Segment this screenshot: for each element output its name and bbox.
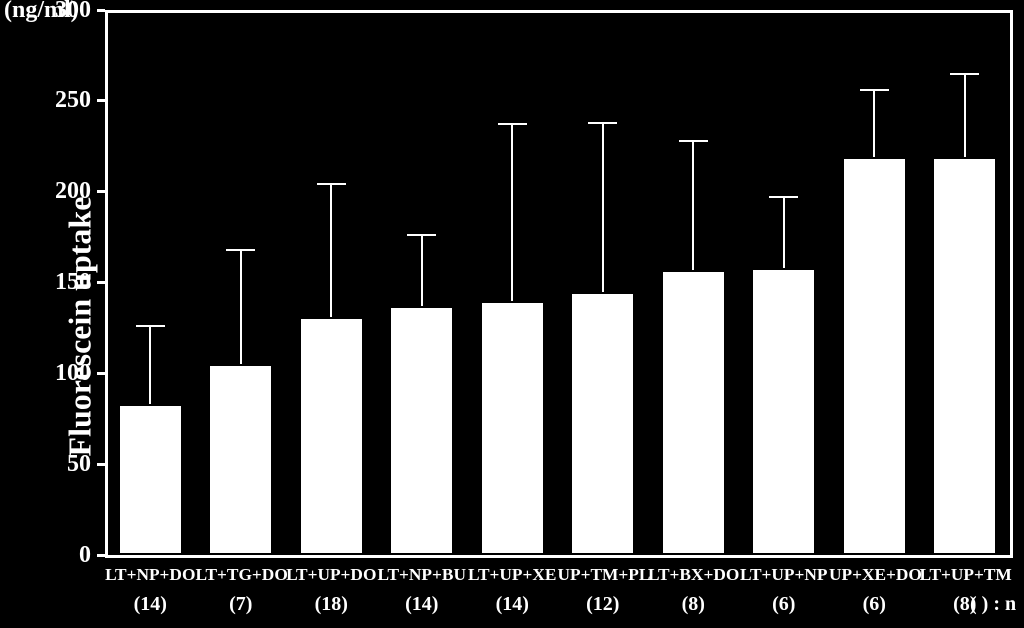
bar <box>299 317 364 555</box>
bar <box>208 364 273 555</box>
bar <box>389 306 454 555</box>
chart-stage: Fluorescein uptake (ng/ml) ( ) : n 05010… <box>0 0 1024 628</box>
error-cap <box>317 183 346 185</box>
error-cap <box>498 123 527 125</box>
axis-left <box>105 10 108 558</box>
error-cap <box>226 249 255 251</box>
y-tick-label: 150 <box>55 269 91 296</box>
x-label: LT+UP+DO <box>286 565 377 585</box>
x-label: LT+BX+DO <box>648 565 739 585</box>
bar <box>751 268 816 555</box>
bar <box>932 157 997 555</box>
error-bar <box>873 90 875 157</box>
axis-bottom <box>105 555 1013 558</box>
x-label: LT+NP+BU <box>377 565 468 585</box>
error-bar <box>964 74 966 158</box>
bar <box>842 157 907 555</box>
x-n-label: (14) <box>105 593 196 616</box>
x-label: LT+NP+DO <box>105 565 196 585</box>
bar <box>661 270 726 555</box>
y-tick <box>97 99 105 102</box>
error-bar <box>330 184 332 317</box>
x-label: UP+XE+DO <box>829 565 920 585</box>
x-n-label: (8) <box>648 593 739 616</box>
x-label: LT+UP+TM <box>920 565 1011 585</box>
y-tick <box>97 372 105 375</box>
y-tick-label: 250 <box>55 87 91 114</box>
error-bar <box>149 326 151 404</box>
y-axis-label: Fluorescein uptake <box>62 176 99 476</box>
y-tick <box>97 9 105 12</box>
x-label: LT+TG+DO <box>196 565 287 585</box>
axis-top <box>105 10 1013 13</box>
error-bar <box>421 235 423 306</box>
error-cap <box>136 325 165 327</box>
error-bar <box>511 124 513 300</box>
x-n-label: (14) <box>467 593 558 616</box>
x-n-label: (14) <box>377 593 468 616</box>
x-n-label: (12) <box>558 593 649 616</box>
y-tick <box>97 554 105 557</box>
x-n-label: (18) <box>286 593 377 616</box>
error-bar <box>783 197 785 268</box>
error-cap <box>950 73 979 75</box>
error-cap <box>407 234 436 236</box>
x-label: LT+UP+XE <box>467 565 558 585</box>
y-tick <box>97 190 105 193</box>
error-cap <box>679 140 708 142</box>
bar <box>480 301 545 555</box>
bar <box>118 404 183 555</box>
x-n-label: (6) <box>739 593 830 616</box>
bar <box>570 292 635 555</box>
x-n-label: (8) <box>920 593 1011 616</box>
error-bar <box>602 123 604 292</box>
y-tick <box>97 281 105 284</box>
x-label: UP+TM+PL <box>558 565 649 585</box>
y-tick-label: 200 <box>55 178 91 205</box>
y-tick-label: 300 <box>55 0 91 24</box>
error-bar <box>240 250 242 364</box>
error-cap <box>769 196 798 198</box>
error-cap <box>588 122 617 124</box>
error-bar <box>692 141 694 270</box>
y-tick <box>97 463 105 466</box>
x-n-label: (6) <box>829 593 920 616</box>
axis-right <box>1010 10 1013 558</box>
y-tick-label: 50 <box>67 451 91 478</box>
y-tick-label: 100 <box>55 360 91 387</box>
x-label: LT+UP+NP <box>739 565 830 585</box>
error-cap <box>860 89 889 91</box>
y-tick-label: 0 <box>79 542 91 569</box>
x-n-label: (7) <box>196 593 287 616</box>
